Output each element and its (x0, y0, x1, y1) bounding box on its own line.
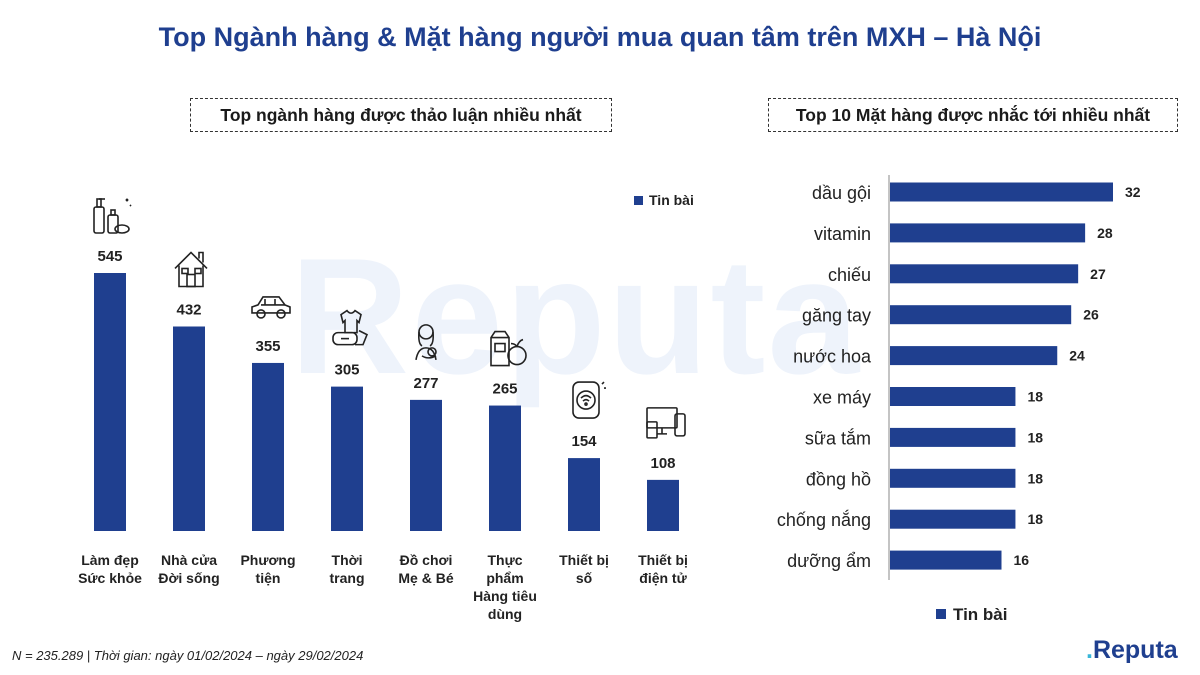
cosmetics-icon (93, 198, 132, 234)
bar-industry (252, 362, 284, 531)
category-label: Phương (240, 552, 295, 568)
bar-product (890, 305, 1072, 325)
category-label: Mẹ & Bé (398, 570, 453, 586)
data-label: 26 (1083, 307, 1099, 323)
bar-product (890, 346, 1058, 366)
data-label: 355 (255, 338, 280, 355)
data-label: 305 (334, 362, 359, 379)
right-panel-title: Top 10 Mặt hàng được nhắc tới nhiều nhất (768, 98, 1178, 132)
category-label: dưỡng ẩm (787, 551, 871, 571)
bar-product (890, 550, 1002, 570)
bar-product (890, 182, 1113, 202)
data-label: 27 (1090, 266, 1106, 282)
category-label: găng tay (802, 306, 871, 326)
data-label: 18 (1027, 511, 1043, 527)
category-label: Thiết bị (559, 552, 609, 568)
category-label: trang (330, 570, 365, 586)
category-label: nước hoa (793, 347, 872, 367)
mother-baby-icon (415, 324, 437, 361)
category-label: Thiết bị (638, 552, 688, 568)
data-label: 18 (1027, 389, 1043, 405)
category-label: sữa tắm (805, 427, 871, 448)
bar-industry (489, 405, 521, 531)
category-label: tiện (256, 570, 281, 586)
category-label: chống nắng (777, 509, 871, 530)
category-label: Đồ chơi (400, 552, 453, 568)
data-label: 277 (413, 375, 438, 392)
category-label: số (576, 570, 593, 586)
bar-industry (410, 399, 442, 531)
category-label: Sức khỏe (78, 570, 142, 586)
data-label: 16 (1014, 552, 1030, 568)
data-label: 28 (1097, 225, 1113, 241)
category-label: dùng (488, 606, 522, 622)
data-label: 154 (571, 433, 597, 450)
data-label: 18 (1027, 470, 1043, 486)
house-icon (174, 251, 208, 288)
bar-product (890, 387, 1016, 406)
category-label: Thực (487, 552, 522, 568)
bar-industry (647, 479, 679, 531)
bar-product (890, 509, 1016, 529)
bar-product (890, 427, 1016, 447)
category-label: xe máy (813, 388, 871, 408)
data-label: 24 (1069, 348, 1085, 364)
category-label: Nhà cửa (161, 552, 217, 568)
data-label: 265 (492, 381, 517, 398)
category-label: Thời (332, 552, 363, 568)
smartwatch-icon (572, 381, 606, 419)
category-label: dầu gội (812, 183, 871, 203)
watermark-logo: Reputa (290, 224, 862, 408)
brand-logo-text: Reputa (1092, 636, 1178, 664)
category-label: điện tử (639, 570, 687, 586)
car-icon (251, 296, 291, 319)
legend-label: Tin bài (953, 605, 1007, 624)
brand-logo: .Reputa (1086, 636, 1178, 664)
bar-industry (568, 458, 600, 531)
data-label: 545 (97, 248, 122, 265)
clothing-icon (332, 309, 369, 346)
category-label: vitamin (814, 224, 871, 244)
bar-industry (94, 273, 126, 531)
bar-industry (331, 386, 363, 531)
bar-product (890, 223, 1086, 243)
bar-industry (173, 326, 205, 531)
legend-swatch (634, 196, 643, 205)
electronics-icon (646, 407, 686, 439)
legend-swatch (936, 609, 946, 619)
category-label: Làm đẹp (81, 552, 139, 568)
bar-product (890, 468, 1016, 488)
bar-product (890, 264, 1079, 284)
category-label: Hàng tiêu (473, 588, 537, 604)
category-label: chiếu (828, 265, 871, 285)
category-label: Đời sống (158, 570, 219, 586)
grocery-icon (490, 330, 527, 367)
data-label: 18 (1027, 429, 1043, 445)
data-label: 108 (650, 455, 675, 472)
left-panel-title: Top ngành hàng được thảo luận nhiều nhất (190, 98, 612, 132)
legend-label: Tin bài (649, 192, 694, 208)
footnote: N = 235.289 | Thời gian: ngày 01/02/2024… (12, 648, 364, 663)
data-label: 32 (1125, 184, 1141, 200)
page-title: Top Ngành hàng & Mặt hàng người mua quan… (158, 22, 1042, 52)
category-label: phẩm (486, 570, 523, 586)
category-label: đồng hồ (806, 469, 871, 489)
data-label: 432 (176, 301, 201, 318)
